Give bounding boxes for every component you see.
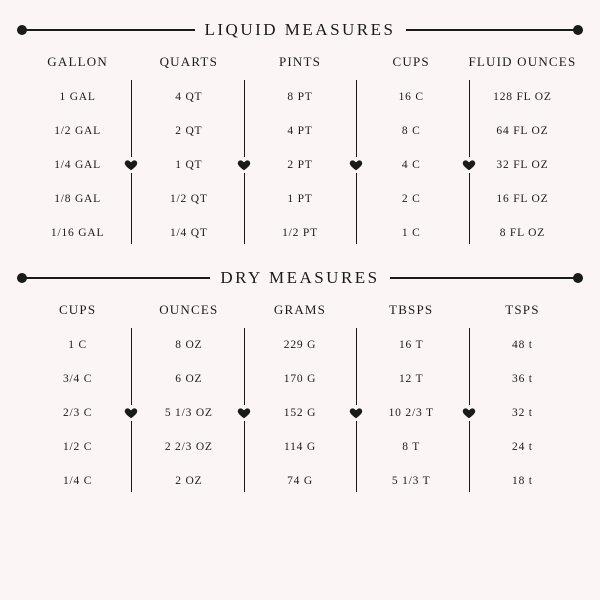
heart-icon — [123, 405, 139, 421]
heart-icon — [461, 157, 477, 173]
heart-icon — [236, 405, 252, 421]
table-cell: 32 FL OZ — [467, 148, 578, 182]
table-cell: 114 G — [244, 430, 355, 464]
table-column: PINTS 8 PT4 PT2 PT1 PT1/2 PT — [244, 54, 355, 250]
table-cell: 128 FL OZ — [467, 80, 578, 114]
table-cell: 170 G — [244, 362, 355, 396]
table-column: TBSPS 16 T12 T10 2/3 T8 T5 1/3 T — [356, 302, 467, 498]
table-column: QUARTS 4 QT2 QT1 QT1/2 QT1/4 QT — [133, 54, 244, 250]
conversion-table: GALLON 1 GAL1/2 GAL1/4 GAL1/8 GAL1/16 GAL… — [18, 54, 582, 250]
table-cell: 1/4 C — [22, 464, 133, 498]
table-column: GRAMS 229 G170 G152 G114 G74 G — [244, 302, 355, 498]
table-cell: 36 t — [467, 362, 578, 396]
conversion-table: CUPS 1 C3/4 C2/3 C1/2 C1/4 C OUNCES 8 OZ6 O… — [18, 302, 582, 498]
table-cell: 2 QT — [133, 114, 244, 148]
divider-line — [406, 29, 583, 31]
table-cell: 1/16 GAL — [22, 216, 133, 250]
table-cell: 229 G — [244, 328, 355, 362]
table-cell: 16 FL OZ — [467, 182, 578, 216]
table-cell: 8 OZ — [133, 328, 244, 362]
table-cell: 5 1/3 OZ — [133, 396, 244, 430]
table-cell: 10 2/3 T — [356, 396, 467, 430]
table-cell: 64 FL OZ — [467, 114, 578, 148]
table-cell: 18 t — [467, 464, 578, 498]
table-cell: 1/8 GAL — [22, 182, 133, 216]
table-cell: 152 G — [244, 396, 355, 430]
table-cell: 1/4 GAL — [22, 148, 133, 182]
table-cell: 2 PT — [244, 148, 355, 182]
section-title: DRY MEASURES — [220, 268, 379, 288]
divider-line — [390, 277, 582, 279]
table-cell: 1/2 GAL — [22, 114, 133, 148]
table-column: CUPS 16 C8 C4 C2 C1 C — [356, 54, 467, 250]
divider-line — [18, 29, 195, 31]
table-cell: 2 C — [356, 182, 467, 216]
table-cell: 32 t — [467, 396, 578, 430]
column-header: CUPS — [356, 54, 467, 70]
table-cell: 1/4 QT — [133, 216, 244, 250]
table-cell: 1 C — [22, 328, 133, 362]
table-cell: 1/2 QT — [133, 182, 244, 216]
column-header: FLUID OUNCES — [467, 54, 578, 70]
column-header: CUPS — [22, 302, 133, 318]
column-header: GALLON — [22, 54, 133, 70]
table-cell: 48 t — [467, 328, 578, 362]
table-cell: 4 QT — [133, 80, 244, 114]
table-cell: 8 C — [356, 114, 467, 148]
column-header: GRAMS — [244, 302, 355, 318]
table-cell: 1/2 PT — [244, 216, 355, 250]
table-cell: 74 G — [244, 464, 355, 498]
table-cell: 3/4 C — [22, 362, 133, 396]
heart-icon — [461, 405, 477, 421]
table-cell: 4 PT — [244, 114, 355, 148]
column-header: PINTS — [244, 54, 355, 70]
section-title-row: DRY MEASURES — [18, 268, 582, 288]
table-column: GALLON 1 GAL1/2 GAL1/4 GAL1/8 GAL1/16 GAL — [22, 54, 133, 250]
table-cell: 1 C — [356, 216, 467, 250]
section-title: LIQUID MEASURES — [205, 20, 396, 40]
section-0: LIQUID MEASURES GALLON 1 GAL1/2 GAL1/4 GAL… — [18, 20, 582, 250]
heart-icon — [348, 157, 364, 173]
table-cell: 2 OZ — [133, 464, 244, 498]
table-cell: 8 PT — [244, 80, 355, 114]
table-cell: 1 GAL — [22, 80, 133, 114]
table-column: TSPS 48 t36 t32 t24 t18 t — [467, 302, 578, 498]
heart-icon — [123, 157, 139, 173]
table-cell: 24 t — [467, 430, 578, 464]
heart-icon — [348, 405, 364, 421]
column-header: QUARTS — [133, 54, 244, 70]
table-cell: 6 OZ — [133, 362, 244, 396]
column-header: TBSPS — [356, 302, 467, 318]
column-header: TSPS — [467, 302, 578, 318]
column-header: OUNCES — [133, 302, 244, 318]
table-cell: 2 2/3 OZ — [133, 430, 244, 464]
table-cell: 5 1/3 T — [356, 464, 467, 498]
table-cell: 8 FL OZ — [467, 216, 578, 250]
table-cell: 4 C — [356, 148, 467, 182]
heart-icon — [236, 157, 252, 173]
table-cell: 16 C — [356, 80, 467, 114]
section-1: DRY MEASURESCUPS1 C3/4 C2/3 C1/2 C1/4 CO… — [18, 268, 582, 498]
section-title-row: LIQUID MEASURES — [18, 20, 582, 40]
table-cell: 12 T — [356, 362, 467, 396]
table-cell: 2/3 C — [22, 396, 133, 430]
table-cell: 16 T — [356, 328, 467, 362]
table-cell: 1/2 C — [22, 430, 133, 464]
table-column: OUNCES 8 OZ6 OZ5 1/3 OZ2 2/3 OZ2 OZ — [133, 302, 244, 498]
divider-line — [18, 277, 210, 279]
table-cell: 8 T — [356, 430, 467, 464]
table-cell: 1 PT — [244, 182, 355, 216]
table-cell: 1 QT — [133, 148, 244, 182]
table-column: FLUID OUNCES 128 FL OZ64 FL OZ32 FL OZ16 … — [467, 54, 578, 250]
table-column: CUPS 1 C3/4 C2/3 C1/2 C1/4 C — [22, 302, 133, 498]
